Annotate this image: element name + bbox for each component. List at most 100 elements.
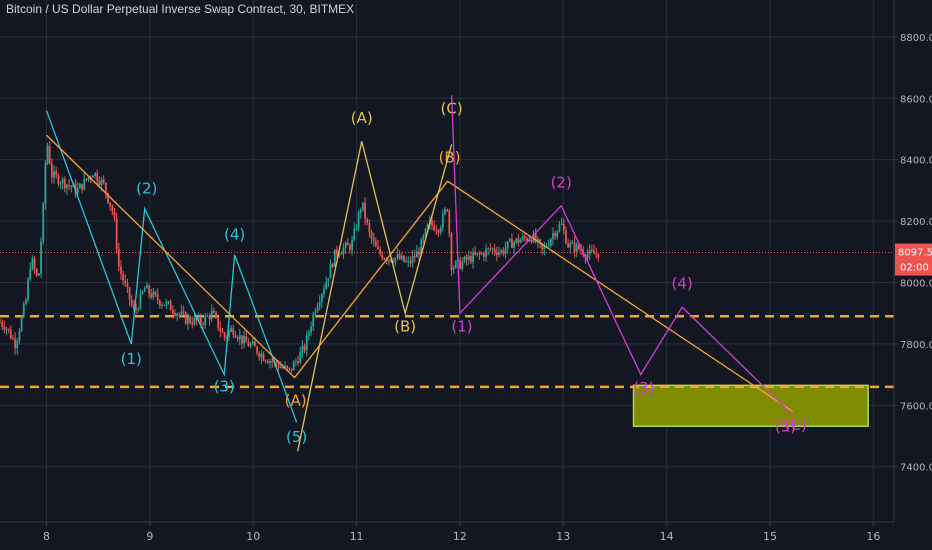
candle-body xyxy=(253,341,256,347)
candle xyxy=(66,184,68,195)
candle-body xyxy=(418,251,420,255)
candle-body xyxy=(206,315,209,317)
candle xyxy=(230,325,233,333)
candle xyxy=(590,244,593,253)
candle-body xyxy=(139,293,142,309)
candle-body xyxy=(573,242,576,252)
candle xyxy=(511,233,513,248)
candle xyxy=(266,359,269,364)
candle xyxy=(398,249,401,260)
candle-body xyxy=(476,253,479,255)
candle-body xyxy=(465,256,468,261)
candle-body xyxy=(193,317,196,325)
candle xyxy=(143,286,146,292)
candle xyxy=(390,259,392,263)
candle xyxy=(228,330,230,342)
candle-body xyxy=(189,317,191,323)
candle xyxy=(305,330,308,357)
wave-line-3 xyxy=(294,180,794,412)
candle xyxy=(193,313,196,327)
candle-body xyxy=(303,345,306,351)
candle xyxy=(394,257,397,267)
candle xyxy=(482,251,485,262)
candle-body xyxy=(187,317,189,324)
candle xyxy=(260,350,263,364)
candle-body xyxy=(141,291,144,294)
candle xyxy=(532,230,535,244)
candle-body xyxy=(511,238,513,248)
candle xyxy=(478,250,481,261)
candle-body xyxy=(508,238,511,242)
candle-body xyxy=(18,330,21,341)
candle-body xyxy=(539,239,541,244)
candle-body xyxy=(597,253,600,258)
candle xyxy=(472,248,474,269)
candle xyxy=(450,231,453,277)
candle xyxy=(387,258,390,266)
candle-body xyxy=(411,256,414,264)
candle-body xyxy=(517,238,520,243)
candle-body xyxy=(562,223,565,231)
candle xyxy=(113,207,116,222)
candle-body xyxy=(530,240,533,242)
candle-body xyxy=(210,310,213,320)
candle xyxy=(441,209,444,232)
candle xyxy=(515,237,518,245)
candle-body xyxy=(83,178,86,190)
candle-body xyxy=(366,218,369,224)
candle-body xyxy=(20,316,23,331)
candle-body xyxy=(513,242,515,248)
candle xyxy=(208,313,211,326)
candle xyxy=(586,248,589,262)
candle xyxy=(61,177,64,190)
candle-body xyxy=(247,342,250,347)
wave-label: (4) xyxy=(672,275,693,293)
candle-body xyxy=(374,241,377,247)
candle xyxy=(446,208,449,213)
candle-body xyxy=(498,252,500,255)
candle-body xyxy=(251,341,254,344)
candle xyxy=(156,288,159,305)
candle-body xyxy=(57,174,60,185)
candle-body xyxy=(413,256,416,258)
candle-body xyxy=(171,310,174,313)
candle-body xyxy=(521,236,524,241)
candle xyxy=(206,313,209,318)
candle xyxy=(422,233,425,244)
candle-body xyxy=(489,248,492,250)
candle xyxy=(217,316,220,331)
candle xyxy=(128,286,131,307)
candle-body xyxy=(120,266,122,274)
candle-body xyxy=(299,352,302,364)
candle-body xyxy=(286,365,289,368)
candle-body xyxy=(372,238,375,242)
candle-body xyxy=(35,268,38,276)
candle-body xyxy=(48,145,51,164)
candle-body xyxy=(569,243,572,248)
candle-body xyxy=(33,258,36,269)
candle-body xyxy=(333,249,336,267)
wave-line-5 xyxy=(451,95,792,414)
candle xyxy=(63,176,66,193)
target-zone xyxy=(632,384,869,427)
candle xyxy=(94,172,96,179)
x-tick-label: 16 xyxy=(866,530,880,543)
candle xyxy=(318,295,321,311)
y-tick-label: 8600.0 xyxy=(900,94,932,105)
candle-body xyxy=(182,311,185,313)
x-tick-label: 9 xyxy=(146,530,153,543)
candle-body xyxy=(452,267,455,270)
candle-body xyxy=(340,254,343,256)
candle xyxy=(370,230,373,244)
candle-body xyxy=(500,250,503,253)
candle-body xyxy=(307,332,310,336)
candle-body xyxy=(323,289,325,295)
candle-body xyxy=(14,338,17,349)
candle-body xyxy=(174,312,176,316)
candle xyxy=(161,302,163,309)
candle xyxy=(91,175,94,178)
wave-label: (B) xyxy=(394,318,416,336)
candle xyxy=(439,225,442,236)
wave-label: (B) xyxy=(439,149,461,167)
